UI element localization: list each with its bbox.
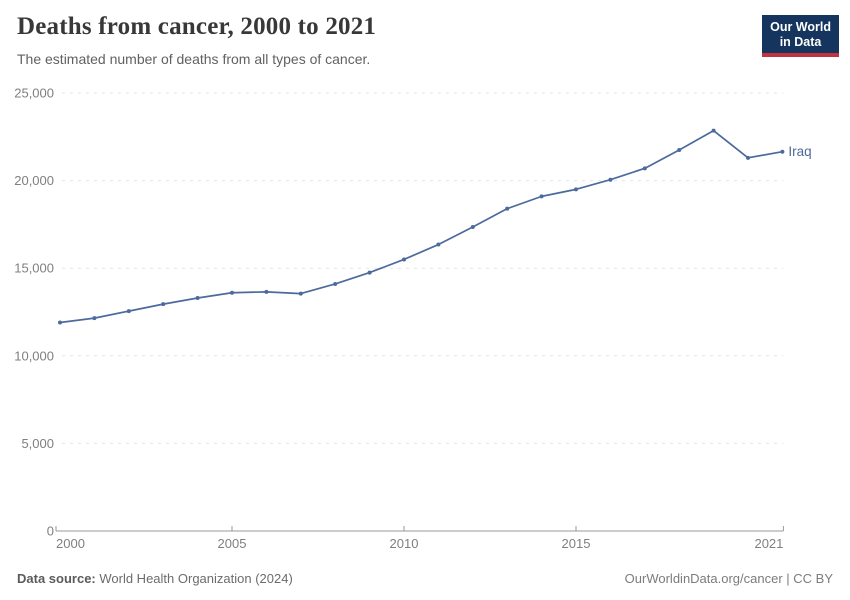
data-point-marker[interactable] (126, 309, 131, 314)
y-tick-label: 25,000 (14, 86, 54, 101)
y-tick-label: 15,000 (14, 261, 54, 276)
data-point-marker[interactable] (505, 206, 510, 211)
data-point-marker[interactable] (264, 289, 269, 294)
data-point-marker[interactable] (195, 295, 200, 300)
data-point-marker[interactable] (642, 166, 647, 171)
data-point-marker[interactable] (711, 128, 716, 133)
owid-logo[interactable]: Our World in Data (762, 15, 839, 57)
data-source: Data source: World Health Organization (… (17, 571, 293, 586)
data-point-marker[interactable] (677, 147, 682, 152)
chart-subtitle: The estimated number of deaths from all … (17, 51, 371, 67)
data-point-marker[interactable] (574, 187, 578, 192)
y-tick-label: 5,000 (21, 436, 54, 451)
data-point-marker[interactable] (367, 270, 372, 275)
credit-link[interactable]: OurWorldinData.org/cancer | CC BY (624, 571, 833, 586)
owid-logo-line1: Our World (770, 20, 831, 34)
chart-title: Deaths from cancer, 2000 to 2021 (17, 13, 377, 40)
x-tick-label: 2000 (56, 536, 85, 551)
x-tick-label: 2010 (390, 536, 419, 551)
x-tick-label: 2005 (218, 536, 247, 551)
data-point-marker[interactable] (608, 177, 613, 182)
data-point-marker[interactable] (298, 291, 303, 296)
y-tick-label: 0 (47, 524, 54, 539)
chart-footer: Data source: World Health Organization (… (17, 571, 833, 586)
data-point-marker[interactable] (539, 194, 544, 199)
x-tick-label: 2015 (562, 536, 591, 551)
data-point-marker[interactable] (230, 290, 234, 295)
data-source-label: Data source: (17, 571, 96, 586)
data-source-text: World Health Organization (2024) (95, 571, 293, 586)
owid-logo-line2: in Data (779, 34, 822, 49)
data-point-marker[interactable] (470, 225, 475, 230)
data-point-marker[interactable] (746, 155, 750, 160)
data-point-marker[interactable] (161, 302, 166, 307)
data-point-marker[interactable] (402, 257, 406, 262)
data-point-marker[interactable] (58, 320, 62, 325)
data-point-marker[interactable] (436, 242, 441, 247)
data-series-line[interactable] (59, 129, 784, 324)
data-point-marker[interactable] (333, 281, 338, 286)
data-point-marker[interactable] (780, 149, 785, 154)
data-point-marker[interactable] (92, 316, 97, 321)
y-tick-label: 20,000 (14, 173, 54, 188)
y-tick-label: 10,000 (14, 348, 54, 363)
series-end-label[interactable]: Iraq (788, 144, 811, 159)
x-tick-label: 2021 (754, 536, 783, 551)
